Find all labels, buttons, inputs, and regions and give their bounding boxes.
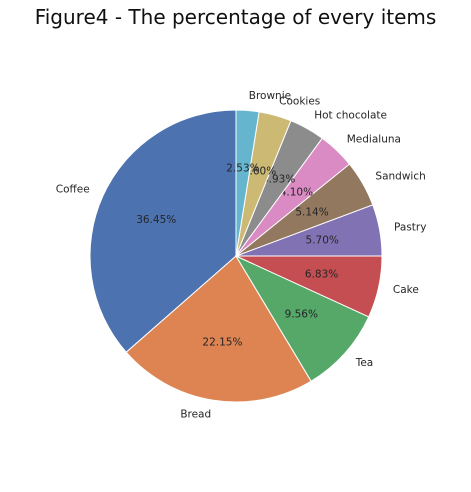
slice-label-pastry: Pastry [394,221,426,233]
pie-slice-tea [234,254,370,382]
pct-label-cake: 6.83% [305,269,338,281]
pie-slice-brownie [235,109,260,257]
pct-label-coffee: 36.45% [136,214,176,226]
pct-label-pastry: 5.70% [306,234,339,246]
pct-label-tea: 9.56% [285,308,318,320]
slice-label-coffee: Coffee [56,184,90,196]
pct-label-bread: 22.15% [202,337,242,349]
pct-label-hot-chocolate: 3.93% [262,173,295,185]
pct-label-cookies: 3.60% [243,166,276,178]
slice-label-cookies: Cookies [279,95,320,107]
slice-label-bread: Bread [180,409,211,421]
chart-title: Figure4 - The percentage of every items [34,5,437,29]
slice-label-brownie: Brownie [249,90,291,102]
pct-label-sandwich: 5.14% [295,207,328,219]
slice-label-hot-chocolate: Hot chocolate [314,110,387,122]
slice-label-tea: Tea [355,357,374,369]
slice-label-sandwich: Sandwich [375,170,425,182]
slice-label-cake: Cake [393,284,419,296]
pie-slice-coffee [89,109,237,353]
pie-slice-bread [125,255,312,403]
pct-label-medialuna: 4.10% [280,187,313,199]
slice-label-medialuna: Medialuna [347,134,401,146]
pct-label-brownie: 2.53% [226,163,259,175]
